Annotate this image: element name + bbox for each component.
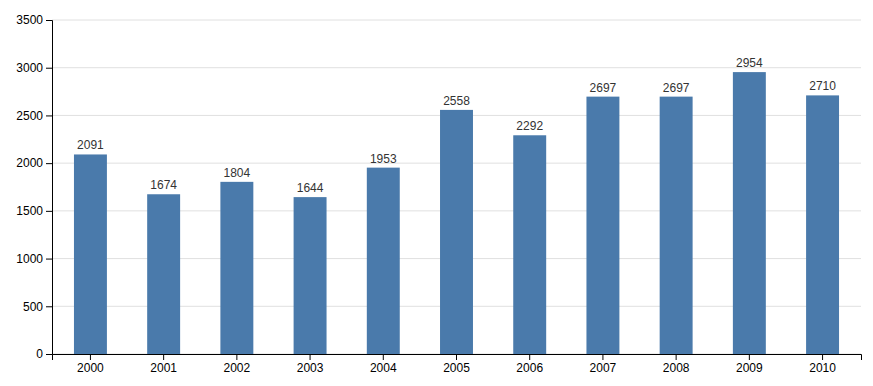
grid [52,20,861,354]
bar [586,97,619,354]
bar [733,72,766,354]
x-tick-label: 2003 [297,361,324,375]
y-tick-mark [46,163,52,164]
x-tick-mark [602,354,603,360]
x-tick-label: 2006 [516,361,543,375]
x-tick-label: 2010 [809,361,836,375]
y-axis: 0 500 1000 1500 2000 2500 3000 3500 [16,13,52,361]
x-tick-label: 2005 [443,361,470,375]
x-tick-label: 2000 [77,361,104,375]
grid-line [52,20,861,21]
plot-area: 0 500 1000 1500 2000 2500 3000 3500 2000 2001 2002… [16,13,861,374]
y-tick-label: 1500 [16,204,43,218]
y-tick: 0 [36,347,52,361]
data-label: 2710 [809,79,836,93]
x-tick-mark [529,354,530,360]
x-tick-label: 2009 [736,361,763,375]
data-label: 1644 [297,181,324,195]
data-label: 1674 [150,178,177,192]
x-tick-mark [456,354,457,360]
y-tick: 500 [23,300,52,314]
bars [74,72,839,354]
y-tick-label: 500 [23,300,43,314]
bar [74,154,107,354]
data-label: 2292 [516,119,543,133]
data-label: 2697 [663,81,690,95]
x-tick-mark [676,354,677,360]
x-tick-mark [383,354,384,360]
y-tick: 1500 [16,204,52,218]
data-label: 2558 [443,94,470,108]
bar [367,168,400,354]
x-tick-label: 2001 [150,361,177,375]
y-tick-label: 2500 [16,109,43,123]
data-labels: 2091 1674 1804 1644 1953 2558 2292 2697 2697 2954… [77,56,836,195]
x-tick: 2003 [297,354,324,375]
x-tick-mark [310,354,311,360]
x-tick: 2008 [663,354,690,375]
x-tick-mark [749,354,750,360]
bar [513,135,546,354]
bar [147,194,180,354]
y-tick-mark [46,306,52,307]
y-tick-mark [46,115,52,116]
y-axis-line [46,21,53,355]
y-tick-mark [46,20,52,21]
y-tick-mark [46,259,52,260]
x-axis: 2000 2001 2002 2003 2004 2005 2006 2007 2008 2009… [53,354,862,375]
x-tick: 2000 [77,354,104,375]
data-label: 2091 [77,138,104,152]
bar [220,182,253,354]
y-tick-label: 1000 [16,252,43,266]
x-tick-label: 2007 [590,361,617,375]
data-label: 2697 [590,81,617,95]
bar [440,110,473,354]
x-tick-mark [236,354,237,360]
y-tick-label: 3000 [16,61,43,75]
x-tick-mark [163,354,164,360]
bar [806,95,839,354]
bar [660,97,693,354]
y-tick-label: 0 [36,347,43,361]
x-tick-label: 2004 [370,361,397,375]
y-tick: 2000 [16,156,52,170]
x-tick: 2002 [224,354,251,375]
y-tick: 3500 [16,13,52,27]
y-tick-label: 2000 [16,156,43,170]
x-tick: 2005 [443,354,470,375]
x-tick-label: 2008 [663,361,690,375]
y-tick-mark [46,68,52,69]
x-tick-mark [90,354,91,360]
data-label: 1953 [370,152,397,166]
y-tick-mark [46,211,52,212]
x-tick-mark [822,354,823,360]
y-tick-label: 3500 [16,13,43,27]
bar [294,197,327,354]
y-tick: 1000 [16,252,52,266]
x-tick: 2009 [736,354,763,375]
x-tick: 2010 [809,354,836,375]
data-label: 2954 [736,56,763,70]
y-tick: 3000 [16,61,52,75]
data-label: 1804 [224,166,251,180]
x-tick: 2006 [516,354,543,375]
x-tick: 2001 [150,354,177,375]
y-tick-mark [46,354,52,355]
x-axis-line [53,355,862,361]
chart: 0 500 1000 1500 2000 2500 3000 3500 2000 2001 2002… [0,0,873,386]
y-tick: 2500 [16,109,52,123]
x-tick: 2007 [590,354,617,375]
x-tick: 2004 [370,354,397,375]
x-tick-label: 2002 [224,361,251,375]
